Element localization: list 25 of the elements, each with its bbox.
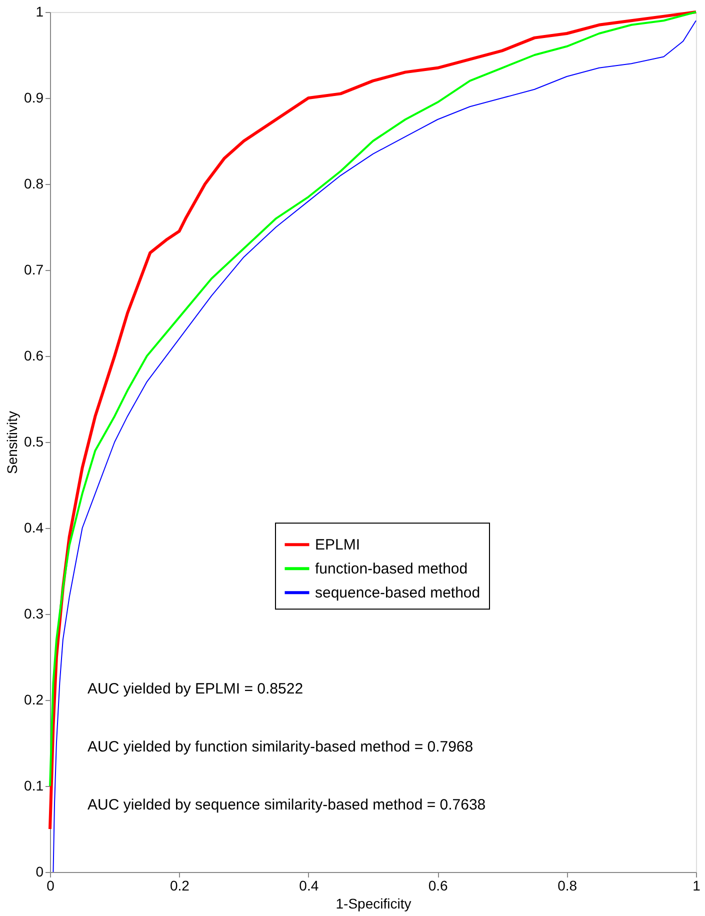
y-tick-label: 0.7: [24, 262, 44, 278]
annotation: AUC yielded by function similarity-based method = 0.7968: [88, 738, 474, 756]
y-tick-label: 0.4: [24, 520, 44, 536]
y-tick-label: 0.9: [24, 90, 44, 106]
annotation: AUC yielded by EPLMI = 0.8522: [88, 680, 304, 698]
y-tick-label: 0: [36, 864, 44, 880]
y-tick-label: 0.5: [24, 434, 44, 450]
y-tick-label: 0.1: [24, 778, 44, 794]
legend-label: sequence-based method: [315, 584, 480, 602]
x-tick-label: 0: [46, 878, 55, 894]
annotation: AUC yielded by sequence similarity-based method = 0.7638: [88, 796, 486, 814]
y-tick-label: 0.3: [24, 606, 44, 622]
x-tick-label: 0.2: [170, 878, 190, 894]
x-tick-label: 0.8: [558, 878, 578, 894]
legend-label: EPLMI: [315, 536, 360, 554]
y-tick-label: 0.2: [24, 692, 44, 708]
x-tick-label: 0.4: [299, 878, 319, 894]
y-tick-label: 0.6: [24, 348, 44, 364]
y-tick-label: 0.8: [24, 176, 44, 192]
y-axis-title: Sensitivity: [4, 410, 20, 474]
x-tick-label: 0.6: [428, 878, 448, 894]
y-tick-label: 1: [36, 4, 44, 20]
x-axis-title: 1-Specificity: [336, 896, 412, 912]
legend-label: function-based method: [315, 560, 468, 578]
x-tick-label: 1: [692, 878, 701, 894]
